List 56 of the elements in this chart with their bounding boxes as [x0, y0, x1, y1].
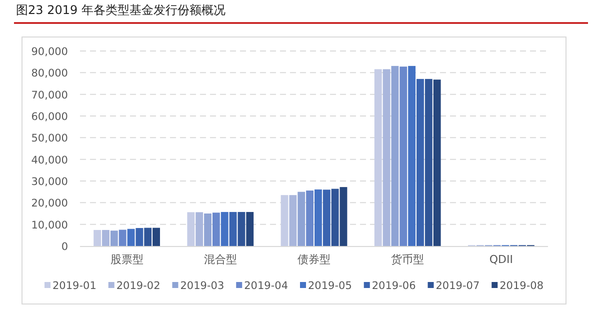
- y-tick-label: 70,000: [31, 89, 68, 102]
- legend-label: 2019-04: [244, 280, 288, 292]
- bar: [391, 66, 399, 246]
- y-tick-label: 40,000: [31, 154, 68, 166]
- bar: [196, 212, 204, 246]
- bar: [400, 66, 408, 246]
- bar: [331, 188, 339, 246]
- bar: [408, 66, 416, 246]
- bar: [127, 228, 135, 246]
- y-tick-label: 50,000: [31, 132, 68, 145]
- bar: [298, 192, 306, 246]
- bar: [110, 230, 118, 246]
- legend-label: 2019-07: [436, 280, 480, 292]
- bar: [204, 214, 212, 246]
- bar: [314, 189, 322, 246]
- x-tick-label: 混合型: [204, 253, 237, 266]
- bar: [220, 212, 228, 246]
- x-tick-label: 债券型: [298, 253, 330, 266]
- bar: [94, 230, 102, 246]
- bar: [229, 212, 237, 246]
- y-tick-label: 30,000: [31, 176, 68, 188]
- bar: [118, 230, 126, 246]
- legend-label: 2019-06: [372, 280, 416, 292]
- bar: [424, 78, 432, 246]
- bar: [238, 212, 246, 246]
- bar: [187, 212, 195, 246]
- bar: [433, 80, 441, 246]
- bar: [102, 230, 110, 246]
- bar: [136, 228, 144, 246]
- bar: [374, 69, 382, 246]
- bar: [212, 212, 220, 246]
- legend-label: 2019-05: [308, 280, 352, 292]
- y-tick-label: 80,000: [31, 68, 68, 80]
- bar: [152, 228, 160, 246]
- chart-title: 图23 2019 年各类型基金发行份额概况: [16, 3, 226, 17]
- bar: [322, 190, 330, 246]
- legend-label: 2019-01: [52, 280, 96, 292]
- legend-label: 2019-08: [500, 280, 544, 292]
- y-tick-label: 0: [61, 241, 68, 253]
- bar: [144, 228, 152, 246]
- bar: [382, 69, 390, 246]
- y-tick-label: 60,000: [31, 111, 68, 123]
- legend-label: 2019-02: [116, 280, 160, 292]
- bar: [289, 195, 297, 246]
- y-tick-label: 20,000: [31, 198, 68, 210]
- y-tick-label: 10,000: [31, 219, 68, 232]
- bar: [416, 78, 424, 246]
- y-tick-label: 90,000: [31, 46, 68, 58]
- bar: [340, 187, 348, 246]
- bar: [246, 212, 254, 246]
- x-tick-label: QDII: [489, 253, 514, 266]
- bar: [306, 190, 314, 246]
- x-tick-label: 货币型: [391, 253, 424, 266]
- x-tick-label: 股票型: [110, 253, 144, 266]
- legend-label: 2019-03: [180, 280, 224, 292]
- bar: [280, 195, 288, 246]
